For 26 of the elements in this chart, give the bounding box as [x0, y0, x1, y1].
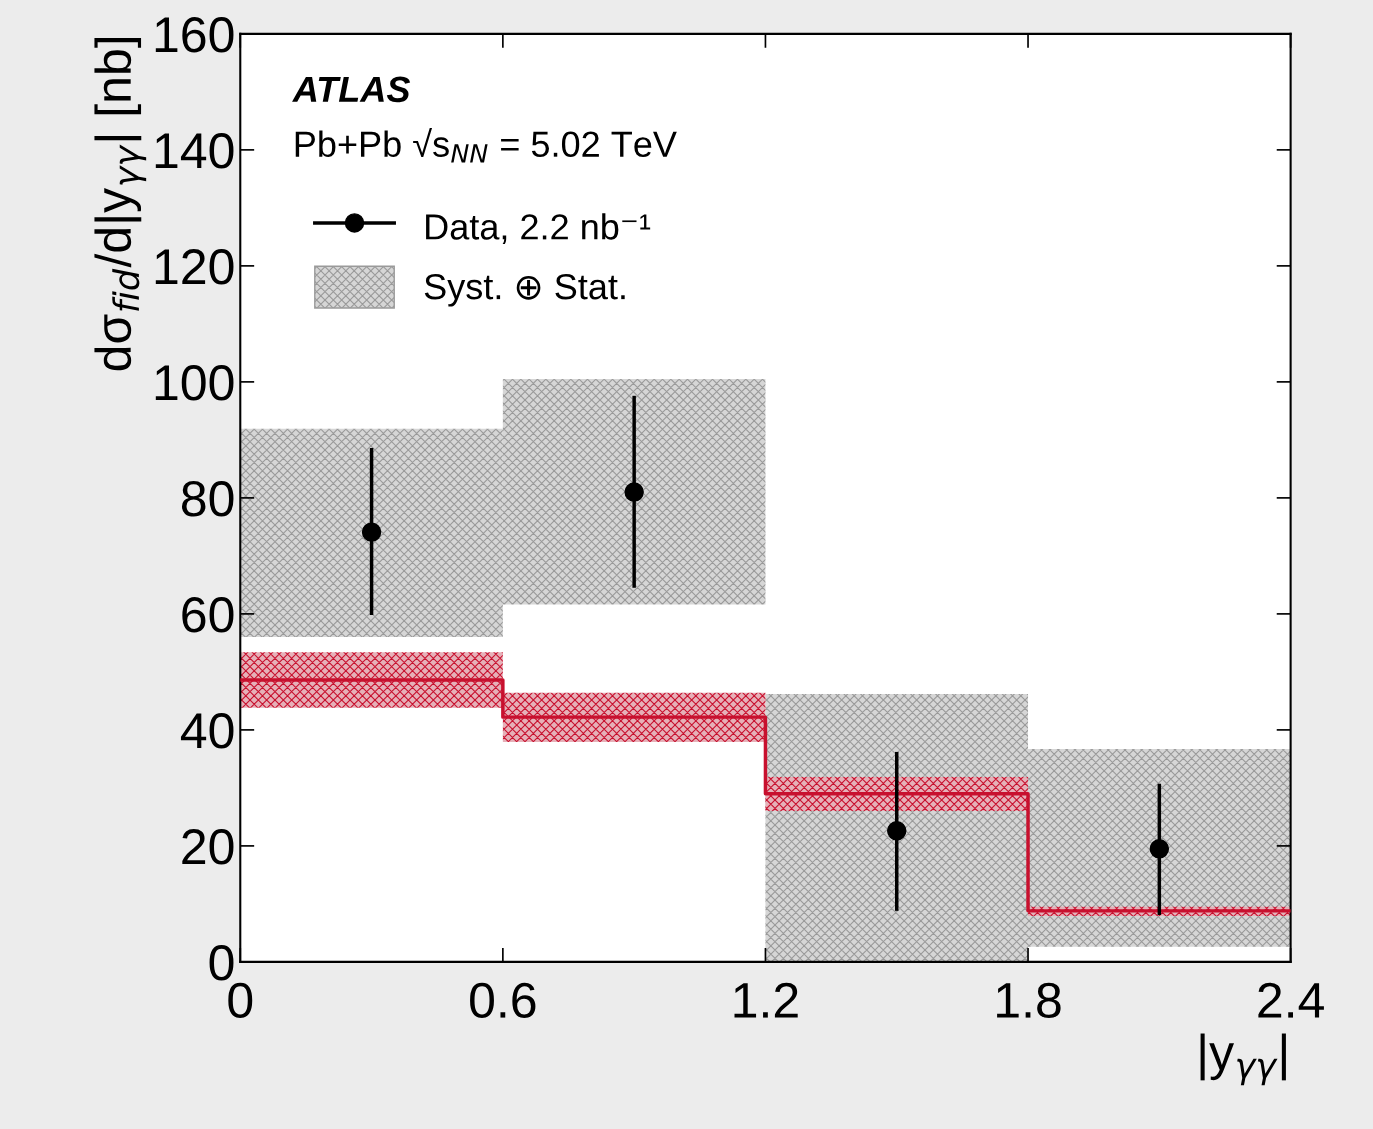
point — [361, 522, 382, 542]
y-tick-label: 60 — [182, 597, 234, 633]
y-tick-label: 160 — [155, 17, 234, 53]
legend-label: Syst. ⊕ Stat. — [424, 273, 625, 307]
y-tick-label: 120 — [155, 249, 234, 285]
y-tick-label: 80 — [181, 481, 234, 517]
point — [1149, 839, 1170, 859]
x-axis-title: |y$_{γγ}$| — [1200, 1033, 1286, 1086]
x-tick-label: 0.6 — [470, 982, 536, 1019]
point — [887, 821, 907, 841]
x-tick-label: 2.4 — [1258, 982, 1324, 1018]
legend-label: Data, 2.2 nb⁻¹ — [426, 213, 651, 244]
point — [624, 482, 644, 502]
y-tick-label: 20 — [182, 829, 234, 865]
bar — [1028, 749, 1291, 947]
y-tick-label: 140 — [155, 133, 234, 169]
y-tick-label: 0 — [209, 945, 234, 981]
y-tick-label: 40 — [180, 713, 234, 749]
annotation: ATLAS — [292, 76, 411, 103]
x-tick-label: 1.2 — [734, 982, 798, 1018]
x-tick-label: 1.8 — [997, 982, 1061, 1019]
y-axis-title: dσ$_{fid}$/d|y$_{γγ}$| [nb] — [94, 37, 147, 371]
bar — [502, 378, 766, 605]
annotation: Pb+Pb √s$_{NN}$ = 5.02 TeV — [295, 128, 677, 163]
bar — [240, 428, 503, 638]
y-tick-label: 100 — [155, 365, 234, 401]
